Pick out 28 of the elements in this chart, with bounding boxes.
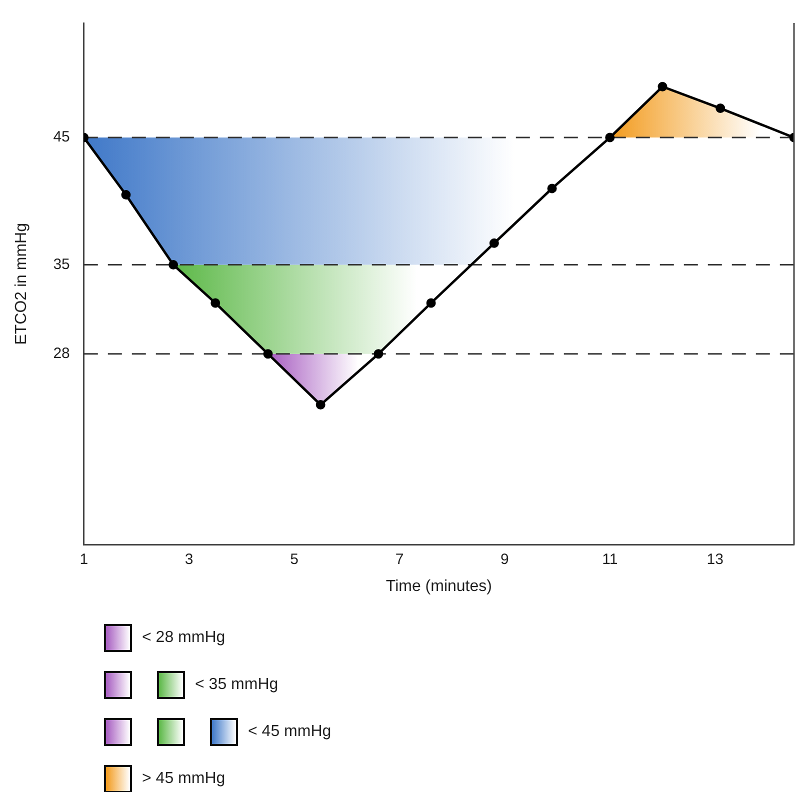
y-tick-label: 45	[53, 128, 70, 146]
x-tick-label: 9	[500, 550, 509, 568]
legend-label: < 35 mmHg	[195, 676, 278, 694]
point	[168, 260, 178, 270]
point	[716, 104, 726, 114]
point	[121, 190, 131, 200]
point	[426, 298, 436, 308]
x-tick-label: 11	[602, 550, 618, 568]
x-tick-label: 1	[80, 550, 88, 568]
point	[547, 184, 557, 194]
y-tick-label: 35	[53, 256, 70, 273]
point	[316, 400, 326, 410]
point	[605, 132, 615, 142]
legend-label: < 28 mmHg	[142, 628, 226, 646]
legend-label: < 45 mmHg	[248, 722, 332, 740]
point	[658, 82, 668, 92]
x-tick-label: 5	[290, 550, 298, 568]
y-axis-title: ETCO2 in mmHg	[13, 223, 30, 345]
x-tick-label: 7	[395, 550, 404, 568]
point	[263, 349, 273, 359]
point	[489, 238, 499, 248]
point	[210, 298, 220, 308]
x-tick-label: 3	[184, 550, 194, 568]
y-tick-label: 28	[53, 345, 70, 362]
x-axis-title: Time (minutes)	[386, 578, 492, 595]
point	[374, 349, 384, 359]
legend-label: > 45 mmHg	[142, 770, 226, 788]
x-tick-label: 13	[706, 550, 724, 568]
